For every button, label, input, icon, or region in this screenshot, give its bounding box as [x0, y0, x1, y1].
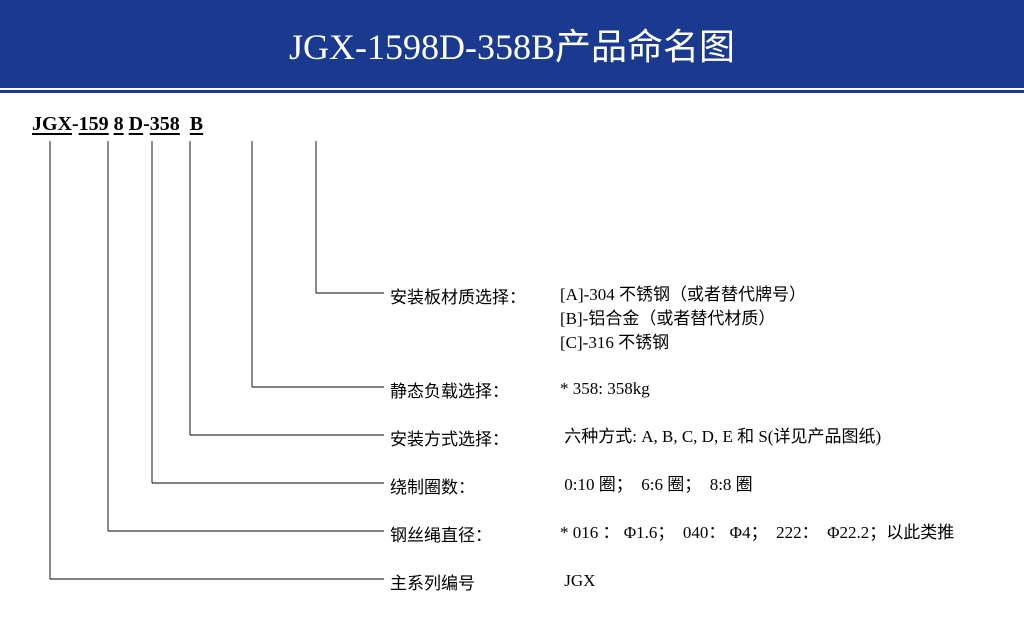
header-banner: JGX-1598D-358B产品命名图 — [0, 0, 1024, 88]
spec-value: 0:10 圈； 6:6 圈； 8:8 圈 — [560, 473, 753, 497]
code-sep: - — [72, 113, 79, 136]
spec-label: 主系列编号 — [390, 569, 560, 594]
spec-row: 安装方式选择： — [390, 425, 560, 450]
spec-row: 钢丝绳直径： — [390, 521, 560, 546]
product-code: JGX - 159 8 D - 358 B — [32, 113, 203, 136]
code-gap — [180, 113, 190, 136]
spec-label: 钢丝绳直径： — [390, 521, 560, 546]
code-seg-8: 8 — [114, 113, 124, 136]
code-seg-b: B — [190, 113, 203, 136]
spec-row: 主系列编号 — [390, 569, 560, 594]
spec-row: 静态负载选择： — [390, 377, 560, 402]
spec-label: 静态负载选择： — [390, 377, 560, 402]
spec-value: JGX — [560, 569, 595, 593]
code-seg-159: 159 — [79, 113, 109, 136]
code-seg-d: D — [129, 113, 143, 136]
naming-diagram: JGX - 159 8 D - 358 B 安装板材质选择：[A]-304 不锈… — [0, 93, 1024, 613]
code-seg-358: 358 — [150, 113, 180, 136]
page-title: JGX-1598D-358B产品命名图 — [0, 18, 1024, 70]
spec-value: 六种方式: A, B, C, D, E 和 S(详见产品图纸) — [560, 425, 881, 449]
spec-label: 绕制圈数： — [390, 473, 560, 498]
spec-row: 绕制圈数： — [390, 473, 560, 498]
spec-value: * 016 ： Φ1.6； 040： Φ4； 222： Φ22.2；以此类推 — [560, 521, 954, 545]
spec-row: 安装板材质选择： — [390, 283, 560, 308]
spec-label: 安装方式选择： — [390, 425, 560, 450]
spec-label: 安装板材质选择： — [390, 283, 560, 308]
spec-value: * 358: 358kg — [560, 377, 650, 401]
code-sep: - — [143, 113, 150, 136]
spec-value: [A]-304 不锈钢（或者替代牌号） [B]-铝合金（或者替代材质） [C]-… — [560, 283, 806, 355]
code-seg-jgx: JGX — [32, 113, 72, 136]
